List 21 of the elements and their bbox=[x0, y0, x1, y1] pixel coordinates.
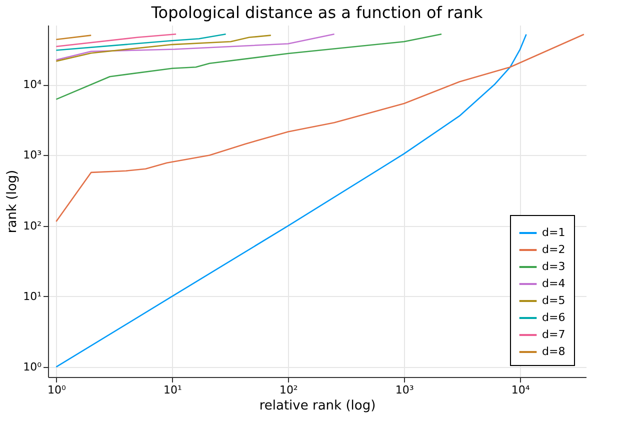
y-tick-label: 10³ bbox=[23, 148, 42, 162]
y-tick-label: 10⁴ bbox=[23, 78, 42, 92]
y-tick-label: 10² bbox=[23, 219, 42, 232]
legend-label: d=2 bbox=[542, 243, 566, 256]
chart-title: Topological distance as a function of rank bbox=[150, 3, 484, 22]
x-tick-label: 10³ bbox=[395, 384, 414, 396]
legend-label: d=8 bbox=[542, 345, 566, 358]
legend-label: d=1 bbox=[542, 226, 566, 239]
legend-label: d=6 bbox=[542, 311, 566, 324]
x-tick-label: 10⁴ bbox=[511, 384, 530, 396]
legend-label: d=3 bbox=[542, 260, 566, 273]
y-tick-label: 10¹ bbox=[23, 290, 42, 303]
x-tick-label: 10⁰ bbox=[47, 384, 66, 396]
legend-label: d=4 bbox=[542, 277, 566, 290]
y-axis-title: rank (log) bbox=[5, 170, 20, 234]
x-axis-title: relative rank (log) bbox=[259, 398, 376, 414]
legend-label: d=7 bbox=[542, 328, 566, 341]
legend-label: d=5 bbox=[542, 294, 566, 307]
y-tick-label: 10⁰ bbox=[23, 360, 42, 374]
x-tick-label: 10¹ bbox=[163, 384, 182, 396]
x-tick-label: 10² bbox=[279, 384, 298, 396]
